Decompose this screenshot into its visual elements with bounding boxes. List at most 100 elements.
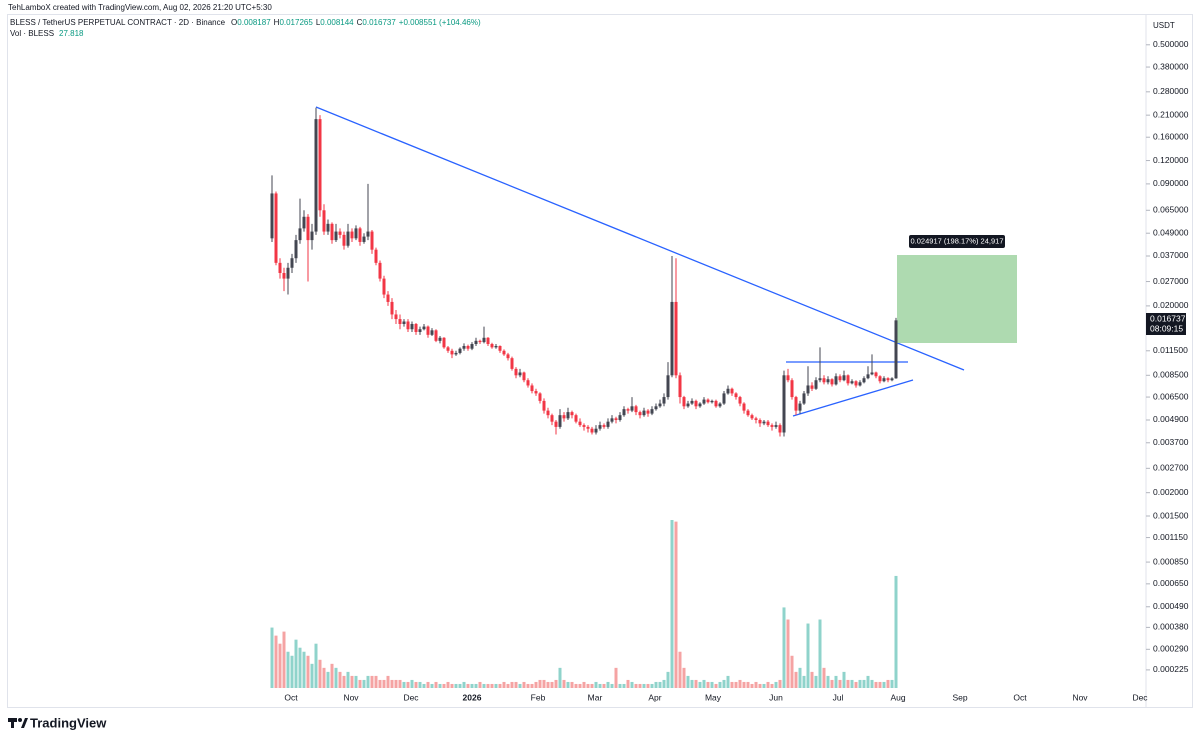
x-tick-label: Oct: [284, 692, 298, 702]
candle-body: [838, 376, 842, 381]
volume-bar: [546, 681, 550, 688]
volume-bar: [542, 679, 546, 688]
volume-bar: [394, 679, 398, 688]
candle-body: [806, 385, 810, 394]
y-tick-label: 0.011500: [1153, 345, 1188, 355]
candle-body: [454, 352, 458, 355]
volume-bar: [406, 681, 410, 688]
candle-body: [642, 410, 646, 416]
candle-body: [438, 337, 442, 341]
candle-body: [738, 397, 742, 404]
candle-body: [522, 372, 526, 381]
countdown: 08:09:15: [1150, 323, 1183, 333]
candle-body: [778, 425, 782, 433]
volume-bar: [642, 683, 646, 688]
candle-body: [386, 294, 390, 302]
candle-body: [378, 262, 382, 279]
candle-body: [862, 378, 866, 383]
volume-bar: [474, 683, 478, 688]
ohlc-key: O: [231, 18, 237, 27]
candle-body: [406, 321, 410, 330]
volume-bar: [554, 679, 558, 688]
volume-bar: [738, 679, 742, 688]
y-tick-label: 0.380000: [1153, 61, 1189, 71]
candle-body: [882, 378, 886, 382]
candle-body: [426, 326, 430, 335]
candle-body: [598, 425, 602, 429]
volume-bar: [446, 681, 450, 688]
candle-body: [694, 400, 698, 407]
candle-body: [490, 344, 494, 348]
candle-body: [546, 410, 550, 416]
volume-bar: [646, 683, 650, 688]
volume-bar: [398, 679, 402, 688]
volume-bar: [522, 681, 526, 688]
candle-body: [830, 379, 834, 385]
y-tick-label: 0.027000: [1153, 276, 1189, 286]
currency: USDT: [1153, 21, 1175, 30]
volume-bar: [550, 681, 554, 688]
candle-body: [822, 378, 826, 383]
volume-bar: [578, 683, 582, 688]
volume-bar: [438, 683, 442, 688]
candle-body: [678, 375, 682, 398]
candle-body: [814, 380, 818, 389]
volume-bar: [858, 679, 862, 688]
candle-body: [434, 330, 438, 341]
candle-body: [402, 321, 406, 324]
volume-bar: [362, 679, 366, 688]
volume-bar: [462, 681, 466, 688]
x-tick-label: Aug: [890, 692, 905, 702]
volume-bar: [270, 627, 274, 688]
volume-bar: [366, 675, 370, 688]
volume-bar: [734, 681, 738, 688]
volume-bar: [634, 683, 638, 688]
volume-bar: [854, 681, 858, 688]
candle-body: [750, 415, 754, 419]
x-tick-label: Feb: [531, 692, 546, 702]
volume-bar: [390, 679, 394, 688]
candle-body: [286, 267, 290, 279]
volume-bar: [618, 683, 622, 688]
volume-title: Vol · BLESS: [10, 29, 54, 38]
candle-body: [346, 231, 350, 246]
candle-body: [754, 418, 758, 420]
candle-body: [554, 421, 558, 427]
y-tick-label: 0.006500: [1153, 391, 1189, 401]
candle-body: [330, 223, 334, 241]
candle-body: [274, 193, 278, 263]
volume-bar: [850, 679, 854, 688]
candle-body: [790, 380, 794, 398]
volume-bar: [334, 667, 338, 688]
candle-body: [586, 426, 590, 429]
x-tick-label: May: [705, 692, 722, 702]
candle-body: [422, 326, 426, 330]
volume-bar: [434, 681, 438, 688]
candle-body: [858, 382, 862, 386]
volume-bar: [782, 607, 786, 688]
candle-body: [766, 421, 770, 426]
volume-bar: [822, 667, 826, 688]
volume-bar: [706, 681, 710, 688]
volume-bar: [638, 683, 642, 688]
candle-body: [670, 301, 674, 376]
candle-body: [514, 368, 518, 376]
volume-bar: [874, 681, 878, 688]
change: +0.008551 (+104.46%): [399, 18, 481, 27]
candle-body: [538, 393, 542, 401]
candle-body: [662, 397, 666, 404]
candle-body: [710, 400, 714, 403]
candle-body: [730, 388, 734, 394]
candle-body: [322, 210, 326, 232]
ohlc-key: H: [274, 18, 280, 27]
volume-bar: [830, 679, 834, 688]
volume-bar: [354, 675, 358, 688]
candle-body: [478, 340, 482, 343]
candle-body: [306, 216, 310, 241]
volume-bar: [370, 675, 374, 688]
candle-body: [430, 330, 434, 335]
candle-body: [650, 409, 654, 414]
candle-body: [878, 376, 882, 382]
volume-bar: [622, 683, 626, 688]
volume-bar: [454, 683, 458, 688]
